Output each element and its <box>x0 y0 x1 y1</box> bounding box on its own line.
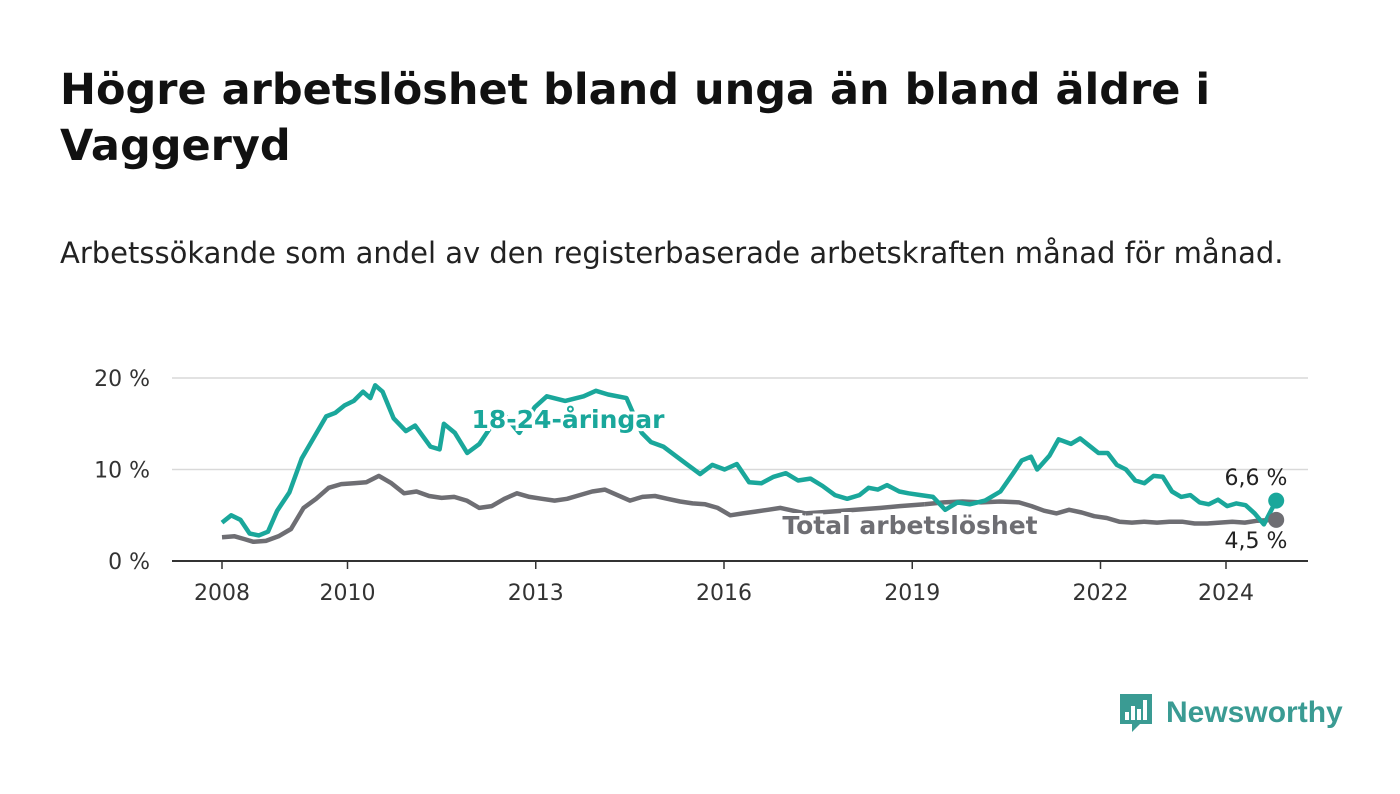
x-tick-label: 2016 <box>696 581 752 606</box>
x-tick-label: 2013 <box>508 581 564 606</box>
x-tick-label: 2022 <box>1073 581 1129 606</box>
series-line-total-mid <box>805 502 925 516</box>
x-tick-label: 2024 <box>1198 581 1254 606</box>
chart-subtitle: Arbetssökande som andel av den registerb… <box>60 236 1284 270</box>
end-point-youth <box>1268 492 1285 509</box>
series-line-total-end <box>924 499 1277 526</box>
y-tick-label: 0 % <box>108 550 150 575</box>
end-label-total: 4,5 % <box>1225 529 1288 554</box>
x-tick-label: 2019 <box>884 581 940 606</box>
chart-title: Högre arbetslöshet bland unga än bland ä… <box>60 65 1211 171</box>
series-label-youth: 18-24-åringar <box>472 405 666 434</box>
newsworthy-logo-icon <box>1120 694 1152 732</box>
x-axis: 2008 2010 2013 2016 2019 2022 2024 <box>172 560 1308 606</box>
brand-logo[interactable]: Newsworthy <box>1118 690 1343 736</box>
y-tick-label: 20 % <box>94 367 150 392</box>
series-labels: 18-24-åringar Total arbetslöshet 6,6 % 4,5 … <box>469 402 1288 554</box>
x-tick-label: 2008 <box>194 581 250 606</box>
brand-name: Newsworthy <box>1166 696 1343 729</box>
series-label-total: Total arbetslöshet <box>782 511 1037 540</box>
x-tick-label: 2010 <box>320 581 376 606</box>
series-lines <box>220 383 1285 545</box>
series-line-total <box>221 473 807 545</box>
series-line-youth <box>220 383 1279 538</box>
end-label-youth: 6,6 % <box>1225 466 1288 491</box>
end-point-total <box>1268 511 1285 528</box>
y-tick-label: 10 % <box>94 459 150 484</box>
